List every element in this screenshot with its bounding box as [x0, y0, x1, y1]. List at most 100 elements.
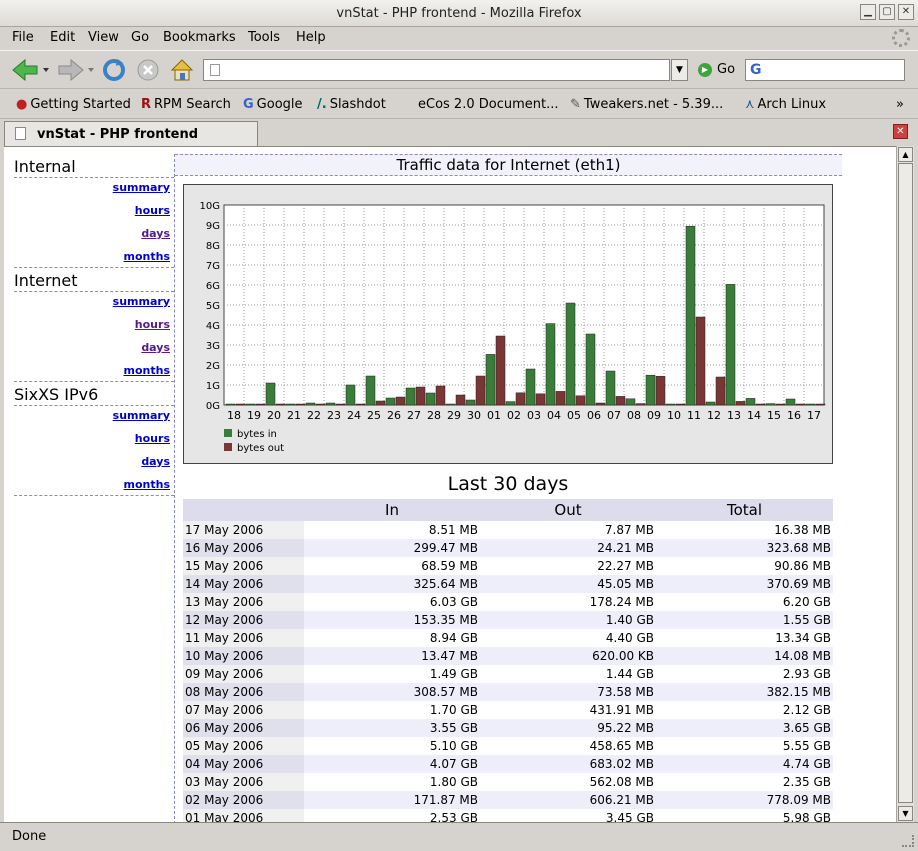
rpm-icon: R [141, 97, 152, 112]
cell-date: 02 May 2006 [183, 791, 304, 809]
bookmark-rpm-search[interactable]: R RPM Search [141, 97, 231, 112]
bar-bytes-out [435, 385, 446, 406]
bar-bytes-out [535, 393, 546, 406]
bookmark-label: Google [256, 97, 303, 112]
menu-go[interactable]: Go [131, 30, 150, 45]
x-tick-label: 12 [707, 409, 721, 422]
legend-swatch [224, 443, 232, 451]
scrollbar-thumb[interactable] [898, 163, 913, 803]
bookmark-label: Slashdot [329, 97, 386, 112]
y-tick-label: 9G [206, 221, 220, 232]
bar-bytes-in [425, 392, 436, 406]
scroll-up-icon[interactable]: ▲ [898, 147, 913, 162]
menu-help[interactable]: Help [296, 30, 326, 45]
go-label: Go [717, 62, 736, 77]
table-title: Last 30 days [447, 473, 569, 495]
bookmark-arch-linux[interactable]: ⋏ Arch Linux [745, 97, 826, 112]
bar-bytes-out [675, 403, 686, 406]
menu-bookmarks[interactable]: Bookmarks [163, 30, 236, 45]
cell-total: 5.55 GB [782, 739, 831, 753]
traffic-chart-svg: 0G 1G 2G 3G 4G 5G 6G 7G 8G 9G 10G 18 19 20 21 22 23 24 25 2… [200, 201, 826, 454]
cell-in: 68.59 MB [421, 559, 478, 573]
cell-out: 620.00 KB [480, 647, 656, 665]
cell-in: 1.80 GB [429, 775, 478, 789]
close-icon[interactable]: ✕ [898, 4, 914, 20]
internal-days-link[interactable]: days [141, 227, 170, 240]
slashdot-icon: /. [317, 97, 327, 112]
maximize-icon[interactable]: ▢ [879, 4, 895, 20]
bar-bytes-out [235, 403, 246, 406]
menu-view[interactable]: View [88, 30, 119, 45]
reload-button[interactable] [101, 56, 127, 84]
cell-out: 4.40 GB [605, 631, 654, 645]
bar-bytes-out [515, 392, 526, 406]
url-dropdown-button[interactable]: ▼ [671, 59, 688, 81]
vertical-scrollbar[interactable]: ▲ ▼ [896, 146, 914, 822]
bar-bytes-out [395, 396, 406, 406]
bar-bytes-in [305, 402, 316, 406]
resize-grip-icon[interactable] [902, 835, 914, 847]
divider [14, 267, 174, 268]
bookmark-tweakers[interactable]: ✎ Tweakers.net - 5.39... [570, 97, 723, 112]
column-header-out: Out [480, 499, 656, 521]
internet-hours-link[interactable]: hours [134, 318, 170, 331]
forward-button[interactable] [56, 56, 98, 84]
cell-in: 153.35 MB [304, 611, 480, 629]
bookmark-slashdot[interactable]: /. Slashdot [317, 97, 386, 112]
menu-edit[interactable]: Edit [50, 30, 76, 45]
bookmark-getting-started[interactable]: ● Getting Started [16, 97, 131, 112]
bookmark-google[interactable]: G Google [243, 97, 303, 112]
table-row: 05 May 2006 5.10 GB 458.65 MB 5.55 GB [183, 737, 833, 755]
sixxs-months-link[interactable]: months [123, 478, 171, 491]
back-button[interactable] [10, 56, 52, 84]
table-row: 01 May 2006 2.53 GB 3.45 GB 5.98 GB [183, 809, 833, 822]
url-input[interactable] [203, 59, 670, 81]
menu-tools[interactable]: Tools [248, 30, 281, 45]
go-button[interactable]: ▶ Go [698, 62, 735, 77]
bar-bytes-in [585, 333, 596, 406]
bar-bytes-in [225, 403, 236, 406]
search-input[interactable]: G [745, 59, 905, 81]
internet-summary-link[interactable]: summary [112, 295, 170, 308]
tab-vnstat[interactable]: vnStat - PHP frontend [4, 121, 258, 146]
x-tick-label: 03 [527, 409, 541, 422]
x-tick-label: 14 [747, 409, 761, 422]
scroll-down-icon[interactable]: ▼ [898, 806, 913, 821]
bar-bytes-out [415, 386, 426, 406]
bar-bytes-in [325, 402, 336, 406]
cell-in: 2.53 GB [429, 811, 478, 822]
x-tick-label: 30 [467, 409, 481, 422]
cell-out: 431.91 MB [589, 703, 654, 717]
bar-bytes-in [285, 403, 296, 406]
sixxs-days-link[interactable]: days [141, 455, 170, 468]
x-tick-label: 10 [667, 409, 681, 422]
cell-out: 178.24 MB [589, 595, 654, 609]
menu-file[interactable]: File [12, 30, 34, 45]
cell-in: 13.47 MB [304, 647, 480, 665]
cell-total: 3.65 GB [656, 719, 833, 737]
cell-in: 8.94 GB [429, 631, 478, 645]
internal-hours-link[interactable]: hours [134, 204, 170, 217]
internet-days-link[interactable]: days [141, 341, 170, 354]
cell-total: 14.08 MB [656, 647, 833, 665]
x-tick-label: 28 [427, 409, 441, 422]
cell-date: 10 May 2006 [183, 647, 304, 665]
minimize-icon[interactable]: ▁ [860, 4, 876, 20]
bookmarks-overflow-icon[interactable]: » [896, 97, 904, 112]
home-button[interactable] [169, 56, 195, 84]
internal-months-link[interactable]: months [123, 250, 171, 263]
sixxs-hours-link[interactable]: hours [134, 432, 170, 445]
table-row: 08 May 2006 308.57 MB 73.58 MB 382.15 MB [183, 683, 833, 701]
close-tab-icon[interactable]: ✕ [893, 124, 908, 139]
cell-total: 382.15 MB [656, 683, 833, 701]
bar-bytes-out [315, 403, 326, 406]
x-tick-label: 06 [587, 409, 601, 422]
internet-months-link[interactable]: months [123, 364, 171, 377]
sixxs-summary-link[interactable]: summary [112, 409, 170, 422]
x-tick-label: 23 [327, 409, 341, 422]
stop-button[interactable] [136, 56, 160, 84]
cell-date: 16 May 2006 [183, 539, 304, 557]
bookmark-label: Tweakers.net - 5.39... [583, 97, 724, 112]
internal-summary-link[interactable]: summary [112, 181, 170, 194]
bookmark-ecos[interactable]: eCos 2.0 Document... [418, 97, 559, 112]
